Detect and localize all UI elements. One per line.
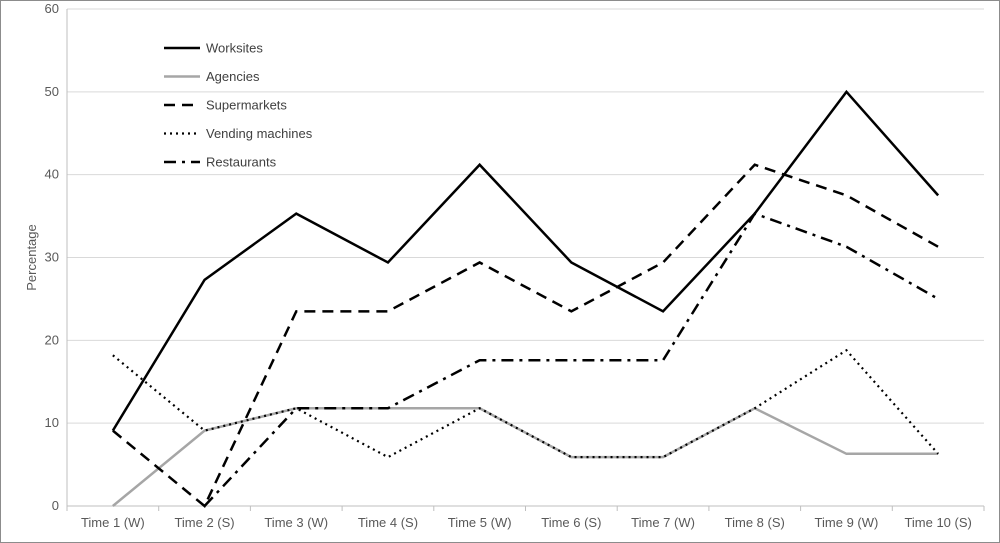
y-axis-title: Percentage bbox=[24, 224, 39, 291]
x-tick-label: Time 10 (S) bbox=[904, 515, 971, 530]
y-tick-label: 20 bbox=[45, 332, 59, 347]
series-line-restaurants bbox=[203, 212, 939, 507]
series-line-worksites bbox=[111, 89, 940, 432]
axes: 0 10 20 30 40 50 60 Time 1 (W) Time 2 (S) Time 3 … bbox=[45, 1, 985, 530]
series-line-agencies bbox=[112, 406, 939, 507]
legend-label-restaurants: Restaurants bbox=[206, 155, 277, 170]
series-line-vending-machines bbox=[112, 348, 939, 459]
x-tick-label: Time 9 (W) bbox=[815, 515, 879, 530]
x-tick-label: Time 1 (W) bbox=[81, 515, 145, 530]
x-tick-label: Time 3 (W) bbox=[264, 515, 328, 530]
y-tick-label: 30 bbox=[45, 250, 59, 265]
legend-label-agencies: Agencies bbox=[206, 69, 260, 84]
y-tick-label: 40 bbox=[45, 167, 59, 182]
series-line-supermarkets bbox=[112, 163, 939, 508]
x-tick-label: Time 4 (S) bbox=[358, 515, 418, 530]
y-tick-label: 60 bbox=[45, 1, 59, 16]
x-tick-label: Time 5 (W) bbox=[448, 515, 512, 530]
legend-label-vending-machines: Vending machines bbox=[206, 126, 313, 141]
legend-label-supermarkets: Supermarkets bbox=[206, 98, 287, 113]
y-tick-label: 50 bbox=[45, 84, 59, 99]
y-tick-label: 10 bbox=[45, 415, 59, 430]
gridlines bbox=[67, 8, 984, 424]
y-tick-label: 0 bbox=[52, 498, 59, 513]
legend-label-worksites: Worksites bbox=[206, 41, 263, 56]
x-tick-label: Time 2 (S) bbox=[174, 515, 234, 530]
x-tick-label: Time 6 (S) bbox=[541, 515, 601, 530]
x-tick-label: Time 7 (W) bbox=[631, 515, 695, 530]
series-lines bbox=[111, 89, 940, 508]
legend: Worksites Agencies Supermarkets Vending mac… bbox=[164, 41, 313, 170]
x-tick-label: Time 8 (S) bbox=[725, 515, 785, 530]
